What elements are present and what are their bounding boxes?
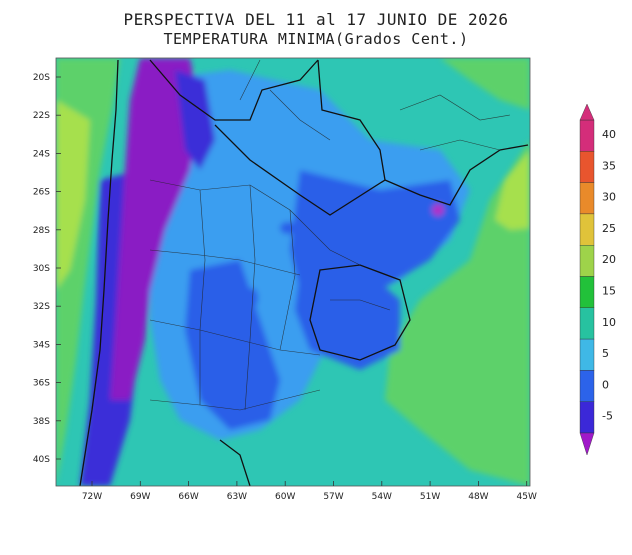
latitude-axis: 20S 22S 24S 26S 28S 30S 32S 34S 36S 38S 40S [33, 73, 61, 465]
north-warm-zone [440, 58, 530, 110]
lat-label: 38S [33, 417, 50, 427]
lat-label: 26S [33, 188, 50, 198]
map-field [56, 58, 530, 486]
lon-label: 57W [323, 492, 343, 502]
colorbar-label: 10 [602, 316, 616, 329]
map-subtitle: TEMPERATURA MINIMA(Grados Cent.) [163, 30, 469, 48]
map-title: PERSPECTIVA DEL 11 al 17 JUNIO DE 2026 [123, 10, 509, 29]
lat-label: 20S [33, 73, 50, 83]
atlantic-lime-zone [495, 150, 530, 230]
colorbar-legend: 40 35 30 25 20 15 10 5 0 -5 [579, 103, 616, 456]
lon-label: 48W [468, 492, 488, 502]
blue-spot [280, 222, 296, 234]
lon-label: 69W [130, 492, 150, 502]
colorbar-segment [579, 276, 595, 308]
colorbar-segment [579, 244, 595, 277]
chile-argentina-border [79, 59, 119, 486]
colorbar-label: 0 [602, 378, 609, 391]
lon-label: 45W [517, 492, 537, 502]
colorbar-bottom-arrow [579, 432, 595, 456]
longitude-axis: 72W 69W 66W 63W 60W 57W 54W 51W 48W 45W [82, 481, 537, 502]
lat-label: 22S [33, 111, 50, 121]
brazil-south-border [384, 144, 529, 206]
lon-label: 54W [372, 492, 392, 502]
province-borders [149, 59, 511, 411]
colorbar-segment [579, 119, 595, 152]
colorbar-top-arrow [579, 103, 595, 121]
patagonia-coast [219, 439, 251, 486]
lat-label: 24S [33, 149, 50, 159]
lat-label: 32S [33, 302, 50, 312]
uruguay-border [309, 264, 411, 361]
colorbar-label: 15 [602, 285, 616, 298]
colorbar-label: 30 [602, 191, 616, 204]
blue-spot-2 [246, 288, 258, 308]
bolivia-border [149, 59, 319, 121]
colorbar-label: 20 [602, 253, 616, 266]
lat-label: 36S [33, 379, 50, 389]
lon-label: 63W [227, 492, 247, 502]
blue-zone-center [185, 260, 280, 430]
colorbar-label: 40 [602, 128, 616, 141]
purple-andes-core [110, 58, 200, 400]
colorbar-label: 35 [602, 159, 616, 172]
pacific-lime-zone [56, 100, 90, 290]
lat-label: 28S [33, 226, 50, 236]
colorbar-segment [579, 338, 595, 371]
lon-label: 66W [178, 492, 198, 502]
colorbar-label: -5 [602, 410, 613, 423]
colorbar-segment [579, 401, 595, 434]
colorbar-segment [579, 370, 595, 402]
colorbar-segment [579, 307, 595, 340]
map-frame [55, 57, 531, 487]
colorbar-segment [579, 213, 595, 246]
blue-zone-uruguay [295, 265, 400, 370]
colorbar-segment [579, 182, 595, 215]
lon-label: 60W [275, 492, 295, 502]
deep-blue-north-andes [175, 70, 215, 170]
lon-label: 72W [82, 492, 102, 502]
colorbar-segment [579, 151, 595, 183]
colorbar-label: 5 [602, 347, 609, 360]
lat-label: 34S [33, 340, 50, 350]
colorbar-label: 25 [602, 222, 616, 235]
country-borders [79, 59, 529, 486]
magenta-spot [432, 204, 444, 216]
lat-label: 30S [33, 264, 50, 274]
lon-label: 51W [420, 492, 440, 502]
atlantic-warm-zone [385, 140, 530, 486]
lat-label: 40S [33, 455, 50, 465]
